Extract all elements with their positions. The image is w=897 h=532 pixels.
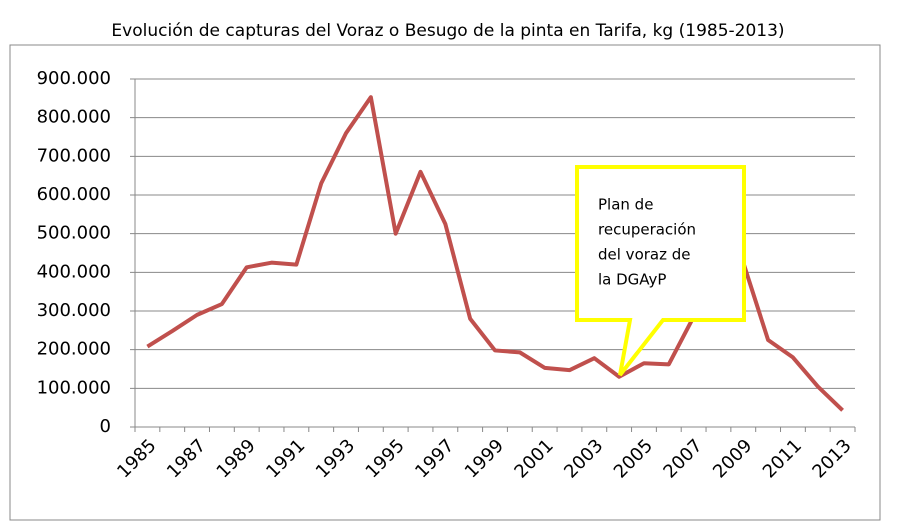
- y-tick-label: 400.000: [37, 261, 111, 282]
- y-tick-label: 600.000: [37, 184, 111, 205]
- annotation-text: recuperación: [598, 221, 696, 239]
- y-tick-label: 200.000: [37, 339, 111, 360]
- y-tick-label: 100.000: [37, 377, 111, 398]
- y-tick-label: 700.000: [37, 145, 111, 166]
- annotation-text: la DGAyP: [598, 271, 666, 289]
- y-tick-label: 900.000: [37, 68, 111, 89]
- chart-title: Evolución de capturas del Voraz o Besugo…: [111, 21, 784, 41]
- annotation-text: del voraz de: [598, 246, 691, 264]
- annotation-text: Plan de: [598, 196, 653, 214]
- y-tick-label: 500.000: [37, 223, 111, 244]
- y-tick-label: 300.000: [37, 300, 111, 321]
- annotation-callout: [575, 165, 746, 377]
- y-tick-label: 800.000: [37, 107, 111, 128]
- y-tick-label: 0: [100, 416, 111, 437]
